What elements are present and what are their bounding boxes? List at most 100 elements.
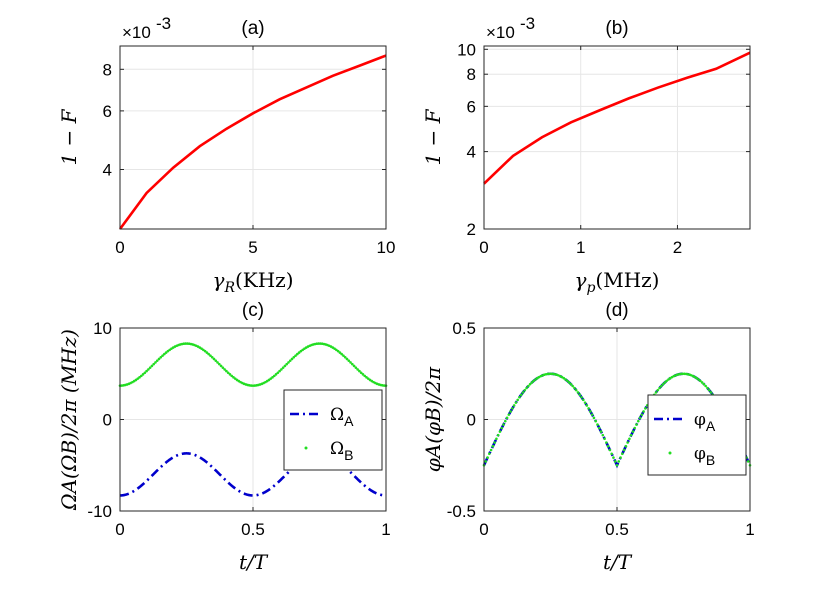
data-point (269, 377, 273, 380)
panel-title: (d) (605, 300, 628, 321)
data-point (621, 452, 624, 456)
data-point (617, 460, 621, 463)
data-point (136, 377, 140, 380)
data-point (216, 361, 219, 364)
data-point (509, 410, 512, 413)
y-tick-label: 0 (467, 411, 476, 430)
data-point (232, 376, 235, 379)
x-tick-label: 2 (673, 238, 682, 257)
legend: ΩA ΩB (283, 389, 383, 471)
legend-swatch-dot (304, 446, 308, 450)
data-point (608, 448, 612, 452)
data-point (164, 351, 168, 354)
data-point (230, 374, 234, 378)
data-point (207, 352, 210, 356)
data-point (567, 381, 571, 384)
data-point (356, 368, 359, 371)
data-point (343, 355, 347, 359)
data-point (518, 395, 521, 399)
y-tick-label: 10 (93, 319, 112, 338)
y-axis-label: 1 − F (57, 108, 81, 165)
data-point (139, 374, 143, 378)
data-point (203, 349, 207, 353)
data-point (704, 384, 707, 388)
x-tick-label: 0 (115, 520, 124, 539)
data-point (663, 381, 667, 384)
data-point (573, 386, 576, 390)
data-point (590, 413, 594, 416)
data-point (154, 361, 157, 364)
data-point (210, 355, 214, 359)
data-point (272, 374, 276, 378)
data-point (640, 413, 644, 416)
data-point (507, 413, 511, 416)
legend-label: φA (694, 410, 716, 434)
data-point (292, 355, 296, 359)
x-tick-label: 0.5 (605, 520, 629, 539)
data-point (660, 384, 663, 388)
data-point (589, 410, 592, 413)
data-point (347, 359, 351, 362)
data-point (503, 419, 507, 423)
data-point (596, 423, 599, 426)
data-point (363, 374, 367, 378)
x-tick-label: 0.5 (241, 520, 265, 539)
data-point (512, 404, 516, 407)
data-point (214, 359, 218, 362)
data-point (511, 407, 514, 410)
y-axis-label: ΩA(ΩB)/2π (MHz) (57, 329, 81, 511)
x-tick-label: 0 (479, 238, 488, 257)
data-point (498, 430, 502, 433)
x-tick-label: 1 (381, 520, 390, 539)
data-point (484, 460, 488, 463)
data-point (528, 382, 532, 386)
data-point (361, 373, 365, 376)
legend-box (283, 389, 383, 471)
data-point (656, 388, 660, 392)
series-a-0 (118, 54, 387, 230)
data-point (157, 357, 161, 361)
data-point (530, 381, 534, 384)
data-point (212, 357, 216, 361)
data-point (606, 444, 610, 448)
series-b-0 (483, 51, 751, 185)
data-point (622, 448, 626, 452)
data-point (271, 376, 274, 379)
data-point (746, 460, 750, 463)
data-point (587, 407, 590, 410)
data-point (580, 395, 583, 399)
data-point (143, 371, 147, 375)
y-tick-label: 0 (103, 411, 112, 430)
data-point (578, 393, 582, 397)
x-axis-label: t/T (603, 550, 633, 574)
data-point (502, 423, 505, 426)
data-point (654, 391, 658, 394)
data-point (661, 382, 665, 386)
data-point (155, 359, 159, 362)
data-point (658, 386, 661, 390)
data-point (345, 357, 349, 361)
data-point (599, 430, 603, 433)
y-axis-label: 1 − F (421, 108, 445, 165)
data-point (335, 348, 338, 352)
legend-box (647, 394, 747, 476)
data-point (582, 398, 585, 402)
data-point (145, 369, 148, 373)
data-point (221, 366, 225, 369)
data-point (219, 364, 223, 368)
data-point (287, 361, 290, 364)
data-point (610, 452, 613, 456)
data-point (338, 351, 342, 354)
data-point (351, 362, 354, 366)
panel-b: 0 1 2 2 4 6 8 10 (b) ×10 -3 γp(MHz) 1 − F (421, 14, 751, 296)
y-tick-label: 6 (103, 102, 112, 121)
x-axis-label: t/T (239, 550, 269, 574)
data-point (532, 379, 535, 383)
y-tick-label: 8 (467, 65, 476, 84)
scale-multiplier: ×10 (486, 23, 515, 42)
x-tick-label: 10 (377, 238, 396, 257)
x-tick-label: 0 (479, 520, 488, 539)
data-point (491, 444, 495, 448)
data-point (226, 371, 230, 375)
